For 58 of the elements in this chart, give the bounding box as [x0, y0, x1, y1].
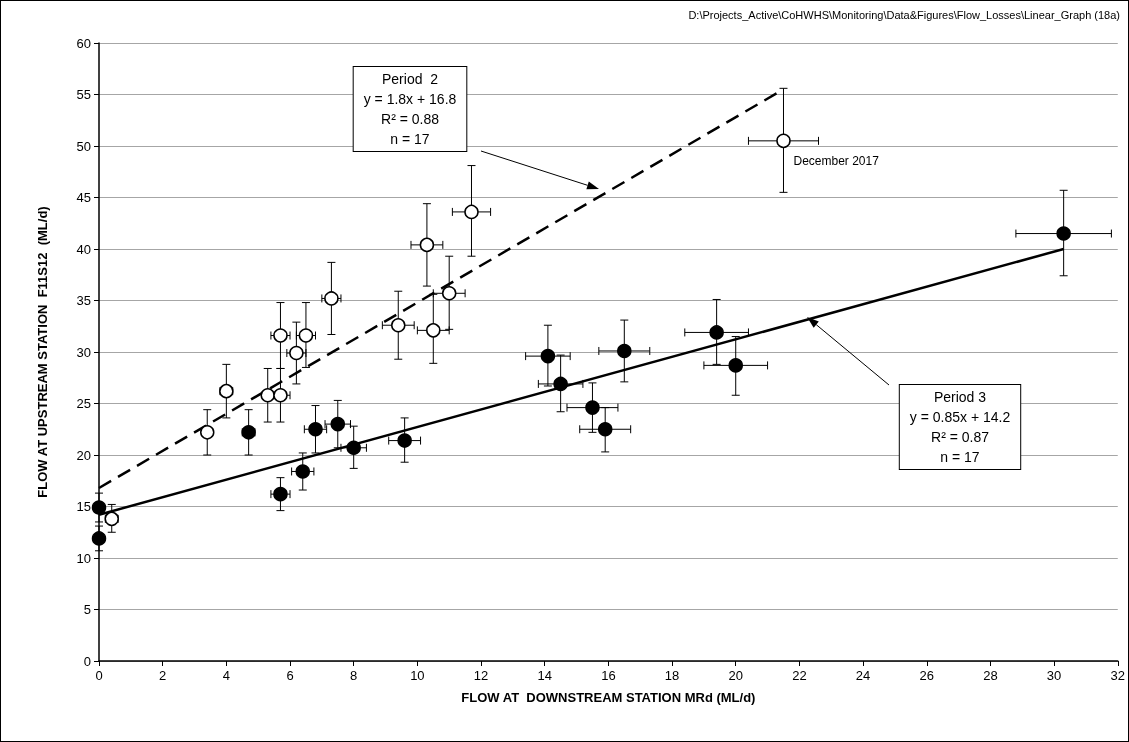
annotation: December 2017 — [793, 153, 880, 168]
y-tick-label: 30 — [76, 344, 91, 360]
x-tick-label: 12 — [473, 668, 489, 683]
x-tick-label: 4 — [222, 668, 230, 683]
y-tick-label: 60 — [76, 35, 91, 51]
point — [295, 464, 310, 479]
point — [728, 358, 743, 373]
x-tick-label: 18 — [664, 668, 680, 683]
y-tick-label: 25 — [76, 396, 91, 411]
y-tick-label: 15 — [76, 499, 91, 514]
x-tick-label: 8 — [350, 668, 358, 683]
point — [330, 416, 346, 432]
point — [585, 400, 600, 415]
point — [1056, 226, 1071, 241]
point — [597, 422, 613, 437]
point — [260, 388, 275, 403]
x-axis-title: FLOW AT DOWNSTREAM STATION MRd (ML/d) — [461, 690, 756, 705]
y-tick-label: 55 — [76, 87, 91, 102]
point — [553, 376, 568, 392]
x-tick-label: 0 — [95, 668, 103, 683]
point — [617, 343, 632, 359]
point — [391, 317, 406, 333]
text: D:\Projects_Active\CoHWHS\Monitoring\Data&Figures\Flow_Losses\Linear_Graph (18a) — [688, 8, 1120, 21]
y-tick-label: 40 — [76, 241, 91, 257]
x-tick-label: 26 — [919, 668, 934, 683]
y-tick-label: 50 — [76, 138, 91, 154]
point — [346, 440, 361, 456]
y-tick-label: 10 — [76, 550, 91, 566]
point — [709, 325, 724, 340]
point — [91, 531, 107, 546]
x-tick-label: 24 — [855, 668, 871, 683]
point — [776, 133, 791, 149]
x-tick-label: 32 — [1110, 668, 1125, 683]
x-tick-label: 6 — [286, 668, 294, 683]
point — [464, 204, 479, 220]
y-tick-label: 35 — [76, 293, 91, 308]
x-tick-label: 14 — [537, 668, 552, 683]
y-tick-label: 5 — [83, 602, 91, 617]
x-tick-label: 2 — [159, 668, 167, 683]
point — [441, 286, 457, 301]
point — [91, 500, 107, 515]
annotation: Period 2 y = 1.8x + 16.8 R² = 0.88 n = 17 — [363, 71, 457, 147]
x-tick-label: 22 — [792, 668, 807, 683]
y-tick-label: 45 — [76, 190, 91, 205]
point — [397, 433, 412, 448]
y-tick-label: 0 — [83, 653, 91, 669]
y-tick-label: 20 — [76, 447, 91, 463]
x-tick-label: 28 — [983, 668, 998, 683]
x-tick-label: 16 — [601, 668, 616, 683]
point — [426, 323, 441, 338]
x-tick-label: 10 — [410, 668, 425, 683]
point — [419, 237, 435, 253]
point — [540, 348, 556, 364]
y-axis-title: FLOW AT UPSTREAM STATION F11S12 (ML/d) — [35, 206, 50, 498]
annotation: Period 3 y = 0.85x + 14.2 R² = 0.87 n = 17 — [909, 389, 1011, 465]
x-tick-label: 20 — [728, 668, 743, 683]
x-tick-label: 30 — [1046, 668, 1062, 683]
point — [200, 425, 215, 440]
